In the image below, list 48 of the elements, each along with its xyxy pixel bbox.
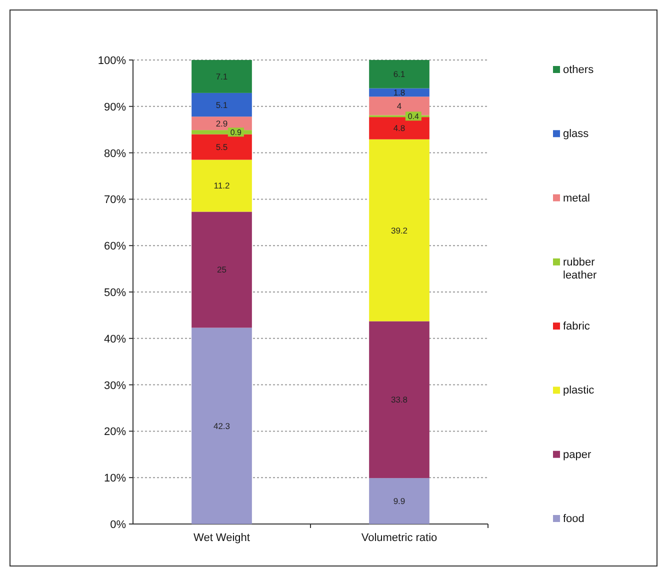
legend-label: fabric: [563, 320, 590, 333]
y-tick-label: 10%: [104, 472, 126, 485]
legend-label: paper: [563, 448, 592, 461]
bar: [369, 139, 430, 322]
bar: [192, 92, 252, 117]
data-label: 6.1: [393, 69, 406, 80]
legend-label: food: [563, 513, 584, 525]
bar: [192, 160, 252, 212]
y-tick-label: 20%: [104, 426, 126, 438]
data-label: 2.9: [216, 118, 228, 128]
bar: [369, 321, 430, 478]
data-label: 7.1: [216, 71, 228, 82]
data-label: 0.4: [408, 112, 420, 122]
legend-label: others: [563, 64, 594, 76]
data-label: 0.9: [230, 128, 242, 138]
y-tick-label: 0%: [110, 519, 126, 531]
y-tick-label: 70%: [104, 194, 126, 206]
y-tick-label: 80%: [104, 148, 126, 160]
bar: [192, 212, 252, 328]
legend-label: plastic: [563, 384, 595, 397]
legend-label: glass: [563, 128, 590, 140]
data-label: 42.3: [213, 420, 230, 431]
data-label: 1.8: [393, 87, 406, 98]
data-label: 33.8: [390, 394, 408, 405]
x-tick-label: Volumetric ratio: [361, 532, 438, 544]
data-label: 4.8: [393, 123, 406, 134]
legend-label: metal: [563, 192, 590, 204]
data-label: 9.9: [393, 496, 406, 506]
bar: [192, 134, 252, 160]
bar: [369, 478, 430, 524]
y-tick-label: 60%: [104, 240, 126, 253]
data-label: 39.2: [390, 225, 408, 236]
bar: [192, 116, 252, 130]
y-tick-label: 40%: [104, 333, 126, 346]
bar: [369, 60, 430, 88]
y-tick-label: 30%: [104, 380, 126, 392]
data-label: 4: [396, 100, 402, 111]
data-label: 11.2: [214, 180, 230, 191]
bar: [192, 60, 252, 93]
legend-label: rubber leather: [563, 256, 597, 282]
data-label: 5.5: [216, 142, 228, 152]
bar: [192, 328, 252, 524]
y-tick-label: 50%: [104, 287, 126, 299]
y-tick-label: 90%: [104, 101, 126, 114]
data-label: 5.1: [216, 100, 228, 110]
data-label: 25: [217, 264, 227, 275]
y-tick-label: 100%: [98, 55, 126, 67]
x-tick-label: Wet Weight: [194, 532, 250, 544]
